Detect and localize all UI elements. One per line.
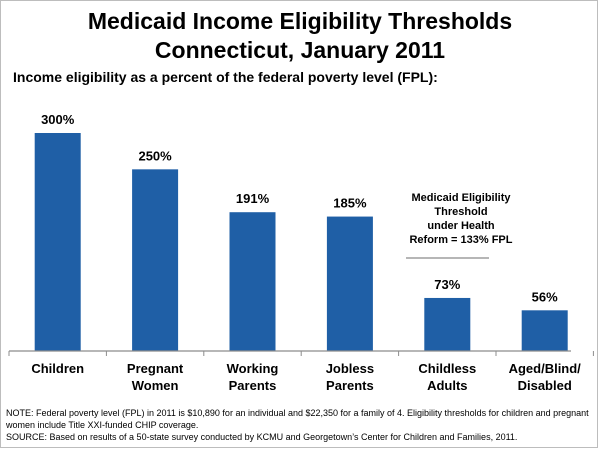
category-label: Childless xyxy=(418,361,476,376)
bar-chart: 300% Children 250% Pregnant Women 191% Working… xyxy=(8,112,594,393)
category-label: Parents xyxy=(229,378,277,393)
title-line-2: Connecticut, January 2011 xyxy=(154,37,446,63)
data-label: 185% xyxy=(333,196,367,211)
bar xyxy=(521,310,568,351)
annotation-line: Medicaid Eligibility xyxy=(411,192,511,204)
bar xyxy=(34,133,81,351)
data-label: 56% xyxy=(532,289,558,304)
chart-subtitle: Income eligibility as a percent of the f… xyxy=(13,69,438,85)
title-line-1: Medicaid Income Eligibility Thresholds xyxy=(87,8,513,34)
bar xyxy=(424,297,471,351)
category-label: Jobless xyxy=(326,361,374,376)
annotation-line: Reform = 133% FPL xyxy=(409,234,512,246)
category-label: Parents xyxy=(326,378,374,393)
data-label: 191% xyxy=(236,191,270,206)
note-text: NOTE: Federal poverty level (FPL) in 201… xyxy=(6,408,589,430)
category-label: Working xyxy=(227,361,279,376)
chart-title: Medicaid Income Eligibility Thresholds C… xyxy=(1,7,599,65)
footnote: NOTE: Federal poverty level (FPL) in 201… xyxy=(6,407,596,443)
category-label: Pregnant xyxy=(127,361,184,376)
category-label: Aged/Blind/ xyxy=(509,361,582,376)
annotation-line: under Health xyxy=(427,220,495,232)
source-text: SOURCE: Based on results of a 50-state s… xyxy=(6,432,518,442)
data-label: 300% xyxy=(41,112,75,127)
annotation-line: Threshold xyxy=(434,206,487,218)
bar xyxy=(132,169,179,351)
category-label: Disabled xyxy=(518,378,572,393)
bar xyxy=(326,216,373,351)
bar xyxy=(229,212,276,351)
category-label: Children xyxy=(31,361,84,376)
category-label: Adults xyxy=(427,378,467,393)
category-label: Women xyxy=(132,378,179,393)
data-label: 73% xyxy=(434,277,460,292)
data-label: 250% xyxy=(138,148,172,163)
